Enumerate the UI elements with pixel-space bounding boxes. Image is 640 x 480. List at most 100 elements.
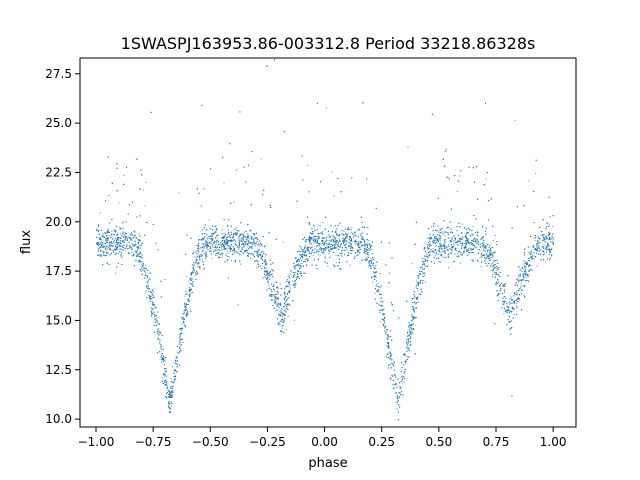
data-point [357,229,359,231]
data-point [201,250,203,252]
data-point [419,282,421,284]
data-point [411,329,413,331]
data-point [392,365,394,367]
data-point [331,247,333,249]
data-point [302,252,304,254]
data-point [274,300,276,302]
data-point [511,296,513,298]
data-point [527,273,529,275]
data-point [333,195,335,197]
data-point [460,254,462,256]
data-point [162,377,164,379]
data-point [191,283,193,285]
data-point [237,245,239,247]
data-point [422,273,424,274]
data-point [417,290,419,292]
data-point [552,225,554,227]
data-point [254,256,256,258]
data-point [265,274,267,276]
data-point [547,246,549,248]
data-point [128,236,130,238]
data-point [123,174,125,176]
data-point [286,329,287,331]
data-point [211,257,213,259]
data-point [315,242,317,244]
data-point [256,267,258,269]
data-point [369,244,370,246]
data-point [394,392,396,394]
data-point [415,317,417,318]
data-point [98,237,100,239]
data-point [268,284,270,286]
data-point [551,254,553,256]
data-point [401,379,403,381]
data-point [118,202,120,204]
data-point [516,305,518,307]
data-point [516,292,518,294]
data-point [138,246,140,248]
data-point [456,190,458,192]
data-point [513,295,515,297]
data-point [462,243,463,245]
data-point [275,301,277,303]
data-point [429,236,431,238]
data-point [306,248,308,250]
data-point [411,324,413,326]
data-point [548,223,550,225]
data-point [194,260,196,262]
data-point [518,281,520,283]
data-point [173,362,175,364]
data-point [495,273,497,274]
data-point [260,158,262,160]
data-point [335,261,337,263]
data-point [463,248,465,250]
data-point [176,351,178,353]
data-point [400,387,402,389]
data-point [182,342,184,343]
data-point [525,266,527,268]
data-point [375,276,377,278]
data-point [548,232,550,234]
data-point [342,250,344,251]
data-point [368,262,370,264]
data-point [300,251,302,252]
data-point [496,272,497,274]
data-point [338,246,340,247]
data-point [311,243,312,245]
data-point [351,227,353,229]
data-point [482,244,484,246]
data-point [141,257,143,259]
data-point [226,241,228,243]
data-point [251,253,253,255]
data-point [322,221,324,223]
data-point [170,388,172,389]
data-point [535,172,537,174]
data-point [144,205,146,207]
data-point [477,233,479,235]
data-point [499,293,501,295]
data-point [456,255,458,257]
data-point [328,239,330,241]
data-point [184,295,186,297]
data-point [100,212,101,214]
data-point [530,253,532,255]
data-point [247,245,249,247]
data-point [395,402,397,404]
data-point [510,303,512,304]
data-point [385,345,387,346]
data-point [470,240,472,242]
data-point [472,233,474,235]
data-point [273,290,275,292]
data-point [368,254,370,256]
data-point [437,225,439,227]
data-point [160,347,161,349]
data-point [174,377,176,379]
data-point [300,262,302,264]
data-point [541,239,543,241]
data-point [426,256,428,258]
data-point [212,244,214,246]
data-point [229,256,231,258]
data-point [540,234,542,236]
data-point [137,239,139,241]
data-point [264,268,266,270]
